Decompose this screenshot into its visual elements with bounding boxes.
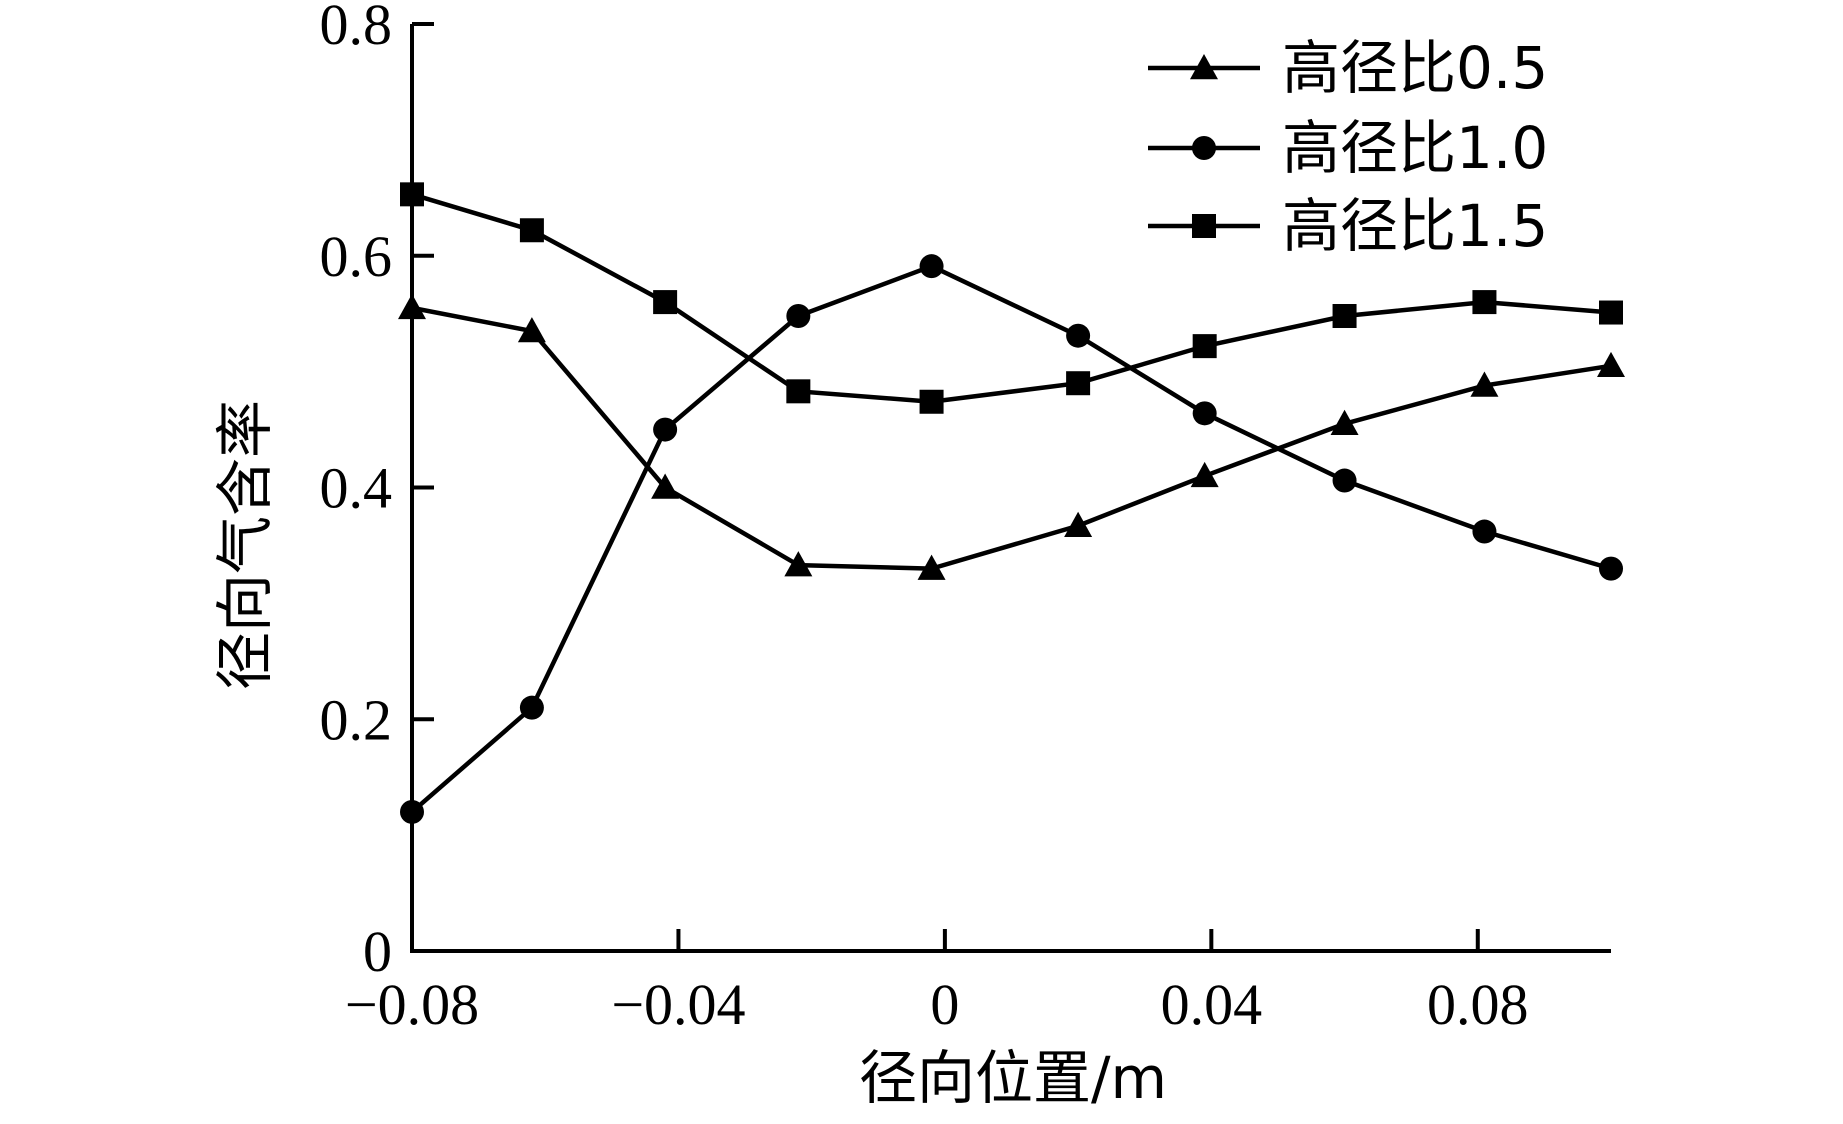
data-point-circle <box>400 799 424 824</box>
x-axis-title: 径向位置/m <box>859 1044 1167 1112</box>
data-point-circle <box>653 417 678 442</box>
data-point-triangle <box>917 554 946 580</box>
data-point-circle <box>1192 401 1217 426</box>
y-tick-label: 0.8 <box>320 0 393 57</box>
data-point-triangle <box>398 293 426 320</box>
data-point-circle <box>1066 323 1091 348</box>
data-point-square <box>1066 371 1091 396</box>
legend-label: 高径比0.5 <box>1282 34 1548 102</box>
data-point-square <box>519 218 544 243</box>
series-markers <box>398 182 1625 824</box>
legend: 高径比0.5 高径比1.0 高径比1.5 <box>1148 34 1548 260</box>
y-tick-label: 0.6 <box>320 224 393 289</box>
data-point-circle <box>1472 519 1497 544</box>
x-tick-label: 0 <box>930 972 959 1037</box>
data-point-triangle <box>1330 409 1359 435</box>
legend-label: 高径比1.5 <box>1282 192 1548 260</box>
data-point-square <box>653 290 678 315</box>
series-line-1 <box>411 305 1612 571</box>
y-tick-label: 0.4 <box>320 456 393 521</box>
ticks: −0.08 −0.04 0 0.04 0.08 0 0.2 0.4 0.6 0.8 <box>320 0 1529 1037</box>
data-point-circle <box>1332 468 1357 493</box>
legend-label: 高径比1.0 <box>1282 114 1548 182</box>
data-point-square <box>1332 304 1357 329</box>
data-point-triangle <box>1470 371 1499 397</box>
data-point-circle <box>519 695 544 720</box>
legend-marker-square <box>1192 214 1216 238</box>
data-point-circle <box>919 254 944 279</box>
y-tick-label: 0.2 <box>320 687 393 752</box>
data-point-triangle <box>784 551 813 577</box>
data-point-triangle <box>1190 461 1219 488</box>
x-tick-label: 0.08 <box>1427 972 1529 1037</box>
legend-marker-triangle <box>1190 54 1218 80</box>
data-point-circle <box>1599 556 1623 581</box>
series-line-3 <box>411 192 1612 405</box>
data-point-triangle <box>651 473 680 499</box>
data-point-square <box>919 389 944 414</box>
data-point-square <box>786 379 811 404</box>
data-point-square <box>400 182 424 207</box>
data-point-square <box>1599 300 1623 325</box>
data-point-square <box>1472 290 1497 315</box>
series-line-2 <box>410 263 1612 814</box>
data-point-square <box>1192 334 1217 359</box>
legend-marker-circle <box>1192 136 1216 160</box>
x-tick-label: 0.04 <box>1161 972 1263 1037</box>
data-point-triangle <box>517 317 546 343</box>
y-axis-title: 径向气含率 <box>211 400 279 690</box>
series-lines <box>410 192 1612 814</box>
data-point-triangle <box>1064 511 1093 537</box>
data-point-circle <box>786 304 811 329</box>
y-tick-label: 0 <box>363 919 392 984</box>
data-point-triangle <box>1597 351 1625 378</box>
x-tick-label: −0.08 <box>345 972 479 1037</box>
x-tick-label: −0.04 <box>611 972 745 1037</box>
